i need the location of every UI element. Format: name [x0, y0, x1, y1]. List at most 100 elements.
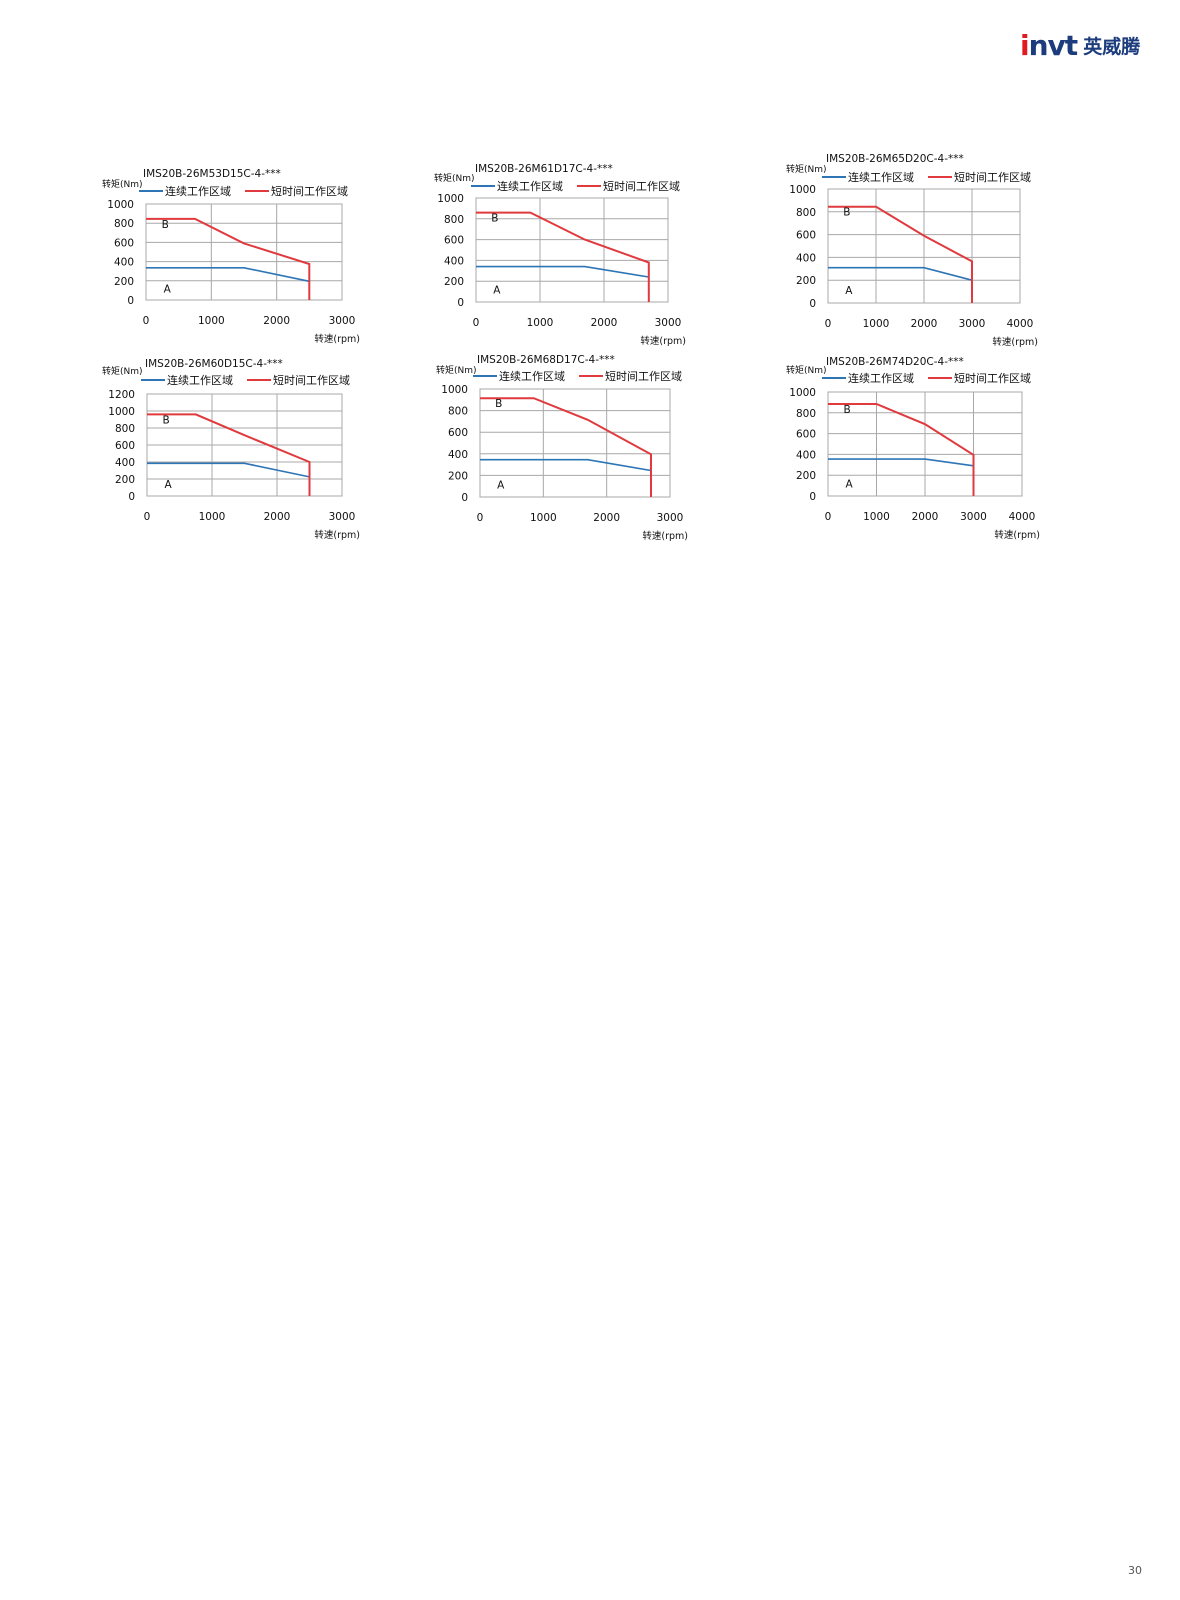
- chart-title: IMS20B-26M68D17C-4-***: [477, 354, 615, 366]
- x-tick-label: 2000: [591, 317, 618, 329]
- x-tick-label: 0: [144, 511, 151, 523]
- x-tick-label: 3000: [657, 512, 684, 524]
- x-tick-label: 2000: [911, 318, 938, 330]
- y-tick-label: 1000: [789, 184, 816, 196]
- y-tick-label: 800: [114, 218, 134, 230]
- y-axis-label: 转矩(Nm): [102, 178, 143, 190]
- y-tick-label: 200: [444, 276, 464, 288]
- y-tick-label: 0: [128, 491, 135, 503]
- legend-label: 短时间工作区域: [273, 373, 350, 387]
- y-tick-label: 0: [457, 297, 464, 309]
- legend-item: 短时间工作区域: [579, 369, 682, 383]
- x-axis-label: 转速(rpm): [314, 529, 360, 541]
- y-tick-label: 0: [809, 298, 816, 310]
- x-tick-label: 3000: [329, 511, 356, 523]
- legend-item: 连续工作区域: [139, 184, 231, 198]
- region-label-a: A: [164, 283, 172, 295]
- series-line-1: [828, 266, 973, 281]
- chart-5: IMS20B-26M68D17C-4-*** 转矩(Nm) 连续工作区域 短时间工作区…: [430, 348, 710, 545]
- y-axis-label: 转矩(Nm): [786, 163, 827, 175]
- y-tick-label: 1000: [107, 199, 134, 211]
- y-tick-label: 600: [115, 440, 135, 452]
- chart-svg: IMS20B-26M53D15C-4-***转矩(Nm) 连续工作区域 短时间工作区…: [102, 168, 360, 345]
- legend-label: 短时间工作区域: [271, 184, 348, 198]
- chart-svg: IMS20B-26M60D15C-4-***转矩(Nm) 连续工作区域 短时间工作区…: [102, 358, 360, 541]
- y-tick-label: 800: [115, 423, 135, 435]
- legend-label: 短时间工作区域: [605, 369, 682, 383]
- chart-svg: IMS20B-26M68D17C-4-***转矩(Nm) 连续工作区域 短时间工作区…: [436, 354, 688, 542]
- legend-label: 连续工作区域: [497, 179, 563, 193]
- y-tick-label: 400: [444, 255, 464, 267]
- legend-item: 连续工作区域: [471, 179, 563, 193]
- series-line-2: [828, 205, 973, 303]
- y-axis-label: 转矩(Nm): [786, 364, 827, 376]
- legend-item: 短时间工作区域: [247, 373, 350, 387]
- legend-label: 连续工作区域: [499, 369, 565, 383]
- region-label-a: A: [493, 285, 501, 297]
- x-tick-label: 0: [825, 318, 832, 330]
- y-tick-label: 600: [444, 235, 464, 247]
- x-tick-label: 2000: [593, 512, 620, 524]
- legend-label: 短时间工作区域: [954, 371, 1031, 385]
- y-tick-label: 400: [796, 449, 816, 461]
- series-line-2: [476, 211, 650, 302]
- y-tick-label: 600: [114, 237, 134, 249]
- chart-4: IMS20B-26M60D15C-4-*** 转矩(Nm) 连续工作区域 短时间工作区…: [96, 352, 376, 547]
- legend-label: 连续工作区域: [167, 373, 233, 387]
- x-tick-label: 3000: [959, 318, 986, 330]
- x-tick-label: 1000: [198, 315, 225, 327]
- y-tick-label: 200: [448, 470, 468, 482]
- region-label-a: A: [497, 479, 505, 491]
- y-axis-label: 转矩(Nm): [102, 365, 143, 377]
- series-line-2: [146, 217, 311, 300]
- x-axis-label: 转速(rpm): [640, 335, 686, 347]
- legend-item: 短时间工作区域: [577, 179, 680, 193]
- y-tick-label: 400: [448, 449, 468, 461]
- y-tick-label: 1000: [108, 406, 135, 418]
- region-label-b: B: [491, 213, 498, 225]
- y-tick-label: 600: [796, 429, 816, 441]
- x-tick-label: 1000: [863, 511, 890, 523]
- chart-title: IMS20B-26M61D17C-4-***: [475, 163, 613, 175]
- series-line-1: [147, 462, 310, 478]
- y-tick-label: 1000: [437, 193, 464, 205]
- x-tick-label: 1000: [530, 512, 557, 524]
- x-tick-label: 2000: [264, 511, 291, 523]
- chart-title: IMS20B-26M53D15C-4-***: [143, 168, 281, 180]
- chart-svg: IMS20B-26M61D17C-4-***转矩(Nm) 连续工作区域 短时间工作区…: [434, 163, 686, 347]
- y-tick-label: 200: [114, 276, 134, 288]
- series-line-2: [147, 413, 311, 496]
- x-axis-label: 转速(rpm): [642, 530, 688, 542]
- legend-item: 连续工作区域: [141, 373, 233, 387]
- chart-2: IMS20B-26M61D17C-4-*** 转矩(Nm) 连续工作区域 短时间工作区…: [428, 155, 708, 350]
- chart-title: IMS20B-26M65D20C-4-***: [826, 153, 964, 165]
- plot-frame: [479, 388, 671, 498]
- y-tick-label: 800: [444, 214, 464, 226]
- y-tick-label: 200: [796, 275, 816, 287]
- legend-label: 短时间工作区域: [954, 170, 1031, 184]
- y-tick-label: 1000: [789, 387, 816, 399]
- x-tick-label: 1000: [199, 511, 226, 523]
- y-tick-label: 1200: [108, 389, 135, 401]
- x-tick-label: 0: [143, 315, 150, 327]
- x-tick-label: 0: [477, 512, 484, 524]
- chart-svg: IMS20B-26M65D20C-4-***转矩(Nm) 连续工作区域 短时间工作区…: [786, 153, 1038, 348]
- plot-frame: [475, 197, 669, 303]
- y-tick-label: 0: [809, 491, 816, 503]
- region-label-a: A: [845, 285, 853, 297]
- region-label-b: B: [163, 414, 170, 426]
- legend-item: 连续工作区域: [822, 170, 914, 184]
- x-axis-label: 转速(rpm): [314, 333, 360, 345]
- series-line-2: [828, 403, 975, 496]
- x-tick-label: 3000: [329, 315, 356, 327]
- y-axis-label: 转矩(Nm): [436, 364, 477, 376]
- page-number: 30: [1128, 1564, 1142, 1577]
- x-axis-label: 转速(rpm): [994, 529, 1040, 541]
- y-tick-label: 600: [796, 230, 816, 242]
- x-tick-label: 3000: [960, 511, 987, 523]
- chart-3: IMS20B-26M65D20C-4-*** 转矩(Nm) 连续工作区域 短时间工作区…: [780, 148, 1060, 348]
- chart-6: IMS20B-26M74D20C-4-*** 转矩(Nm) 连续工作区域 短时间工作区…: [780, 349, 1060, 546]
- y-tick-label: 1000: [441, 384, 468, 396]
- y-tick-label: 400: [796, 252, 816, 264]
- legend-item: 连续工作区域: [473, 369, 565, 383]
